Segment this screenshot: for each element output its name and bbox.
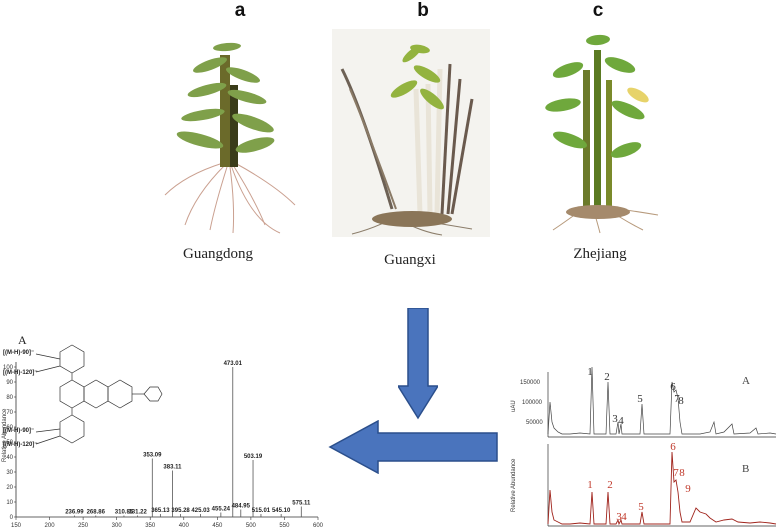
chrom-b-peak-label: 3 — [616, 511, 622, 523]
plant-photo-guangxi-bg — [332, 29, 490, 237]
ms-y-ticks: 0 10 20 30 40 50 60 70 80 90 100 — [3, 365, 16, 521]
chrom-b-peak-label: 2 — [607, 479, 613, 491]
chrom-a-y-tick-2: 100000 — [522, 400, 543, 406]
ms-x-tick-label: 600 — [313, 523, 324, 529]
plant-photo-guangxi — [340, 44, 474, 236]
chrom-b-peak-label: 4 — [621, 511, 627, 523]
ms-peak-label: 365.13 — [151, 508, 170, 514]
panel-letter-b: b — [417, 0, 429, 21]
ms-y-tick-label: 50 — [6, 440, 13, 446]
chrom-b-peak-label: 6 — [670, 441, 676, 453]
ms-x-tick-label: 350 — [145, 523, 156, 529]
plant-photo-zhejiang — [545, 34, 659, 234]
ms-y-tick-label: 60 — [6, 425, 13, 431]
chrom-a-peak-label: 5 — [637, 393, 643, 405]
ms-y-tick-label: 80 — [6, 395, 13, 401]
ms-x-tick-label: 450 — [212, 523, 223, 529]
chrom-a-peak-label: 8 — [678, 395, 684, 407]
chrom-a-peak-label: 3 — [612, 413, 618, 425]
ms-x-tick-label: 250 — [78, 523, 89, 529]
chrom-b-trace — [547, 451, 777, 526]
ms-x-tick-label: 150 — [11, 523, 22, 529]
chrom-a-y-axis-label: uAU — [511, 400, 517, 412]
ms-x-ticks: 150 200 250 300 350 400 450 500 550 600 — [11, 517, 324, 529]
ms-y-tick-label: 100 — [3, 365, 14, 371]
ms-y-tick-label: 70 — [6, 410, 13, 416]
place-label-zhejiang: Zhejiang — [573, 246, 627, 262]
chrom-b-trace-label: B — [742, 463, 749, 475]
chrom-b-peak-label: 5 — [638, 501, 644, 513]
ms-peak-label: 473.01 — [224, 361, 243, 367]
ms-peak-label: 515.01 — [252, 508, 271, 514]
ms-panel-label: A — [18, 333, 27, 347]
chrom-a-peak-label: 4 — [618, 415, 624, 427]
panel-letter-c: c — [592, 0, 604, 21]
ms-y-tick-label: 20 — [6, 485, 13, 491]
chrom-b-y-axis-label: Relative Abundance — [511, 458, 517, 512]
place-label-guangxi: Guangxi — [384, 252, 436, 268]
down-arrow-icon — [398, 308, 438, 420]
left-arrow-icon — [328, 420, 498, 474]
place-label-guangdong: Guangdong — [183, 246, 253, 262]
ms-y-axis-label: Relative Abundance — [2, 408, 8, 462]
left-arrow-shape — [328, 420, 498, 474]
chrom-a-trace — [547, 366, 777, 435]
chrom-b-peak-label: 7 — [673, 467, 679, 479]
ms-peak-label: 575.11 — [292, 501, 311, 507]
ms-peak-label: 484.95 — [232, 504, 251, 510]
chrom-a-peak-label: 2 — [604, 371, 610, 383]
down-arrow-shape — [398, 308, 438, 420]
ms-peak-label: 268.86 — [87, 510, 106, 516]
ms-y-tick-label: 10 — [6, 500, 13, 506]
chrom-a-y-tick-1: 150000 — [520, 380, 541, 386]
ms-x-tick-label: 550 — [279, 523, 290, 529]
chrom-b-peak-label: 8 — [679, 467, 685, 479]
structure-label-4: [(M-H)-120]⁻ — [3, 442, 38, 448]
chrom-a-peak-label: 7 — [674, 393, 680, 405]
ms-x-tick-label: 200 — [45, 523, 56, 529]
ms-x-tick-label: 300 — [112, 523, 123, 529]
mass-spectrum-chart: A Relative Abundance [(M-H)-90]⁻ [(M-H)-… — [2, 333, 324, 529]
ms-peak-label: 455.24 — [212, 507, 231, 513]
ms-peak-label: 395.28 — [171, 508, 190, 514]
molecular-structure-diagram — [35, 344, 163, 445]
ms-y-tick-label: 90 — [6, 380, 13, 386]
ms-peak-label: 310.85 — [115, 510, 134, 516]
ms-y-tick-label: 40 — [6, 455, 13, 461]
chrom-b-peak-labels: 1 2 3 45 6 7 89 — [587, 441, 691, 523]
ms-peak-label: 503.19 — [244, 454, 263, 460]
ms-y-tick-label: 0 — [10, 515, 14, 521]
plant-photo-guangdong — [164, 42, 296, 234]
ms-peak-label: 236.99 — [65, 510, 84, 516]
ms-peak-label: 331.22 — [128, 510, 147, 516]
ms-x-tick-label: 400 — [179, 523, 190, 529]
chrom-b-peak-label: 9 — [685, 483, 691, 495]
chrom-a-peak-label: 6 — [670, 381, 676, 393]
ms-y-tick-label: 30 — [6, 470, 13, 476]
ms-peak-label: 425.03 — [191, 508, 210, 514]
chrom-a-y-tick-3: 50000 — [526, 420, 543, 426]
structure-label-2: [(M-H)-120]⁻ — [3, 370, 38, 376]
ms-peak-label: 353.09 — [143, 453, 162, 459]
structure-label-1: [(M-H)-90]⁻ — [3, 350, 34, 356]
chrom-a-peak-label: 1 — [587, 366, 593, 378]
chrom-a-trace-label: A — [742, 375, 750, 387]
panel-letter-a: a — [234, 0, 246, 21]
ms-peak-label: 383.11 — [163, 465, 182, 471]
structure-label-3: [(M-H)-90]⁻ — [3, 428, 34, 434]
chrom-b-peak-label: 1 — [587, 479, 593, 491]
ms-peak-label: 545.10 — [272, 508, 291, 514]
ms-x-tick-label: 500 — [246, 523, 257, 529]
